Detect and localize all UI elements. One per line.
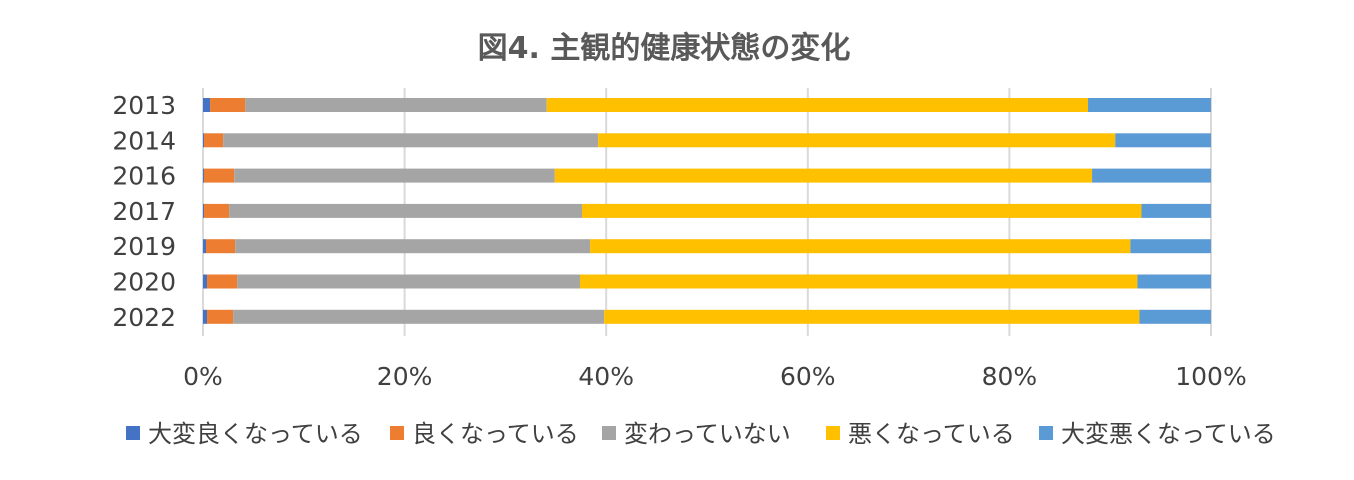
bar-segment <box>210 98 246 112</box>
x-tick-label: 100% <box>1175 362 1246 391</box>
bar-segment <box>582 203 1142 218</box>
category-label: 2017 <box>112 197 176 226</box>
bar-segment <box>234 168 555 183</box>
category-label: 2022 <box>112 303 176 332</box>
legend-swatch <box>826 426 840 440</box>
bars <box>203 98 1211 324</box>
bar-segment <box>1141 203 1211 218</box>
x-tick-label: 0% <box>183 362 223 391</box>
legend-label: 悪くなっている <box>848 420 1015 448</box>
legend-label: 大変良くなっている <box>148 420 363 448</box>
bar-segment <box>203 309 208 324</box>
legend-swatch <box>1039 426 1053 440</box>
bar-segment <box>235 239 591 254</box>
bar-segment <box>203 98 211 112</box>
bar-segment <box>579 274 1138 289</box>
x-tick-label: 80% <box>982 362 1038 391</box>
category-labels: 2013 2014 2016 2017 2019 2020 2022 <box>112 91 176 332</box>
x-tick-labels: 0% 20% 40% 60% 80% 100% <box>183 362 1247 391</box>
category-label: 2013 <box>112 91 176 120</box>
bar-segment <box>1137 274 1211 289</box>
bar-segment <box>245 98 547 112</box>
bar-segment <box>1130 239 1211 254</box>
bar-segment <box>237 274 580 289</box>
chart-title: 図4. 主観的健康状態の変化 <box>478 31 851 66</box>
bar-segment <box>206 239 236 254</box>
legend-swatch <box>126 426 140 440</box>
bar-segment <box>233 309 605 324</box>
bar-segment <box>1088 98 1211 112</box>
bar-segment <box>546 98 1089 112</box>
bar-segment <box>203 203 205 218</box>
bar-segment <box>590 239 1131 254</box>
category-label: 2019 <box>112 232 176 261</box>
bar-segment <box>203 168 205 183</box>
bar-segment <box>1115 133 1211 148</box>
bar-segment <box>223 133 599 148</box>
bar-segment <box>598 133 1116 148</box>
bar-segment <box>204 203 230 218</box>
bar-segment <box>203 133 205 148</box>
x-tick-label: 40% <box>578 362 634 391</box>
category-label: 2014 <box>112 126 176 155</box>
legend-swatch <box>390 426 404 440</box>
bar-segment <box>204 168 235 183</box>
legend-label: 大変悪くなっている <box>1061 420 1276 448</box>
bar-segment <box>604 309 1140 324</box>
bar-segment <box>1092 168 1211 183</box>
legend-label: 良くなっている <box>412 420 579 448</box>
bar-segment <box>203 239 207 254</box>
x-tick-label: 20% <box>377 362 433 391</box>
x-tick-label: 60% <box>780 362 836 391</box>
bar-segment <box>203 274 208 289</box>
bar-segment <box>229 203 583 218</box>
bar-segment <box>204 133 224 148</box>
bar-segment <box>554 168 1093 183</box>
legend-swatch <box>602 426 616 440</box>
bar-segment <box>1139 309 1211 324</box>
category-label: 2016 <box>112 162 176 191</box>
category-label: 2020 <box>112 268 176 297</box>
legend: 大変良くなっている 良くなっている 変わっていない 悪くなっている 大変悪くなっている <box>126 420 1276 448</box>
legend-label: 変わっていない <box>624 420 791 448</box>
bar-segment <box>207 274 238 289</box>
bar-segment <box>207 309 234 324</box>
